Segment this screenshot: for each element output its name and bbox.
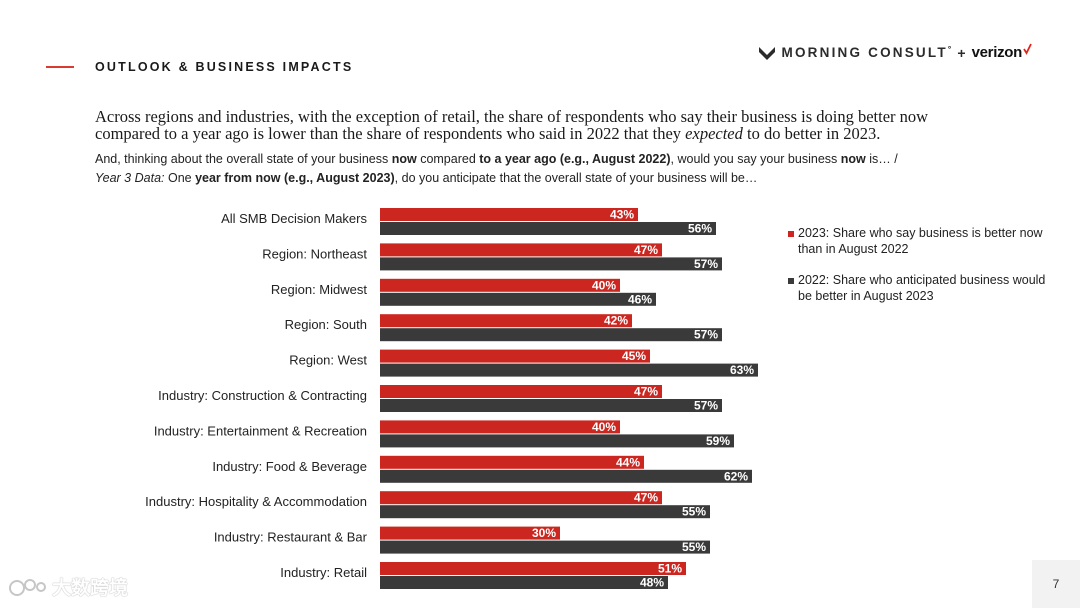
category-label: Region: Northeast	[262, 246, 367, 261]
question-text: compared	[416, 152, 480, 166]
data-label-2022: 57%	[694, 399, 718, 413]
category-label: Region: South	[285, 317, 367, 332]
data-label-2023: 47%	[634, 243, 658, 257]
category-label: Industry: Retail	[280, 565, 367, 580]
data-label-2022: 63%	[730, 363, 754, 377]
question-text: One	[164, 171, 196, 185]
legend-item-2023: 2023: Share who say business is better n…	[788, 226, 1048, 257]
partner-name: verizon	[971, 44, 1023, 61]
data-label-2022: 57%	[694, 328, 718, 342]
watermark-logo-icon	[9, 578, 46, 596]
headline: Across regions and industries, with the …	[95, 108, 995, 142]
question-bold: to a year ago (e.g., August 2022)	[479, 152, 671, 166]
category-label: Industry: Food & Beverage	[212, 459, 367, 474]
data-label-2023: 44%	[616, 455, 640, 469]
headline-text: Across regions and industries, with the …	[95, 107, 929, 143]
data-label-2023: 40%	[592, 278, 616, 292]
question-italic: Year 3 Data:	[95, 171, 165, 185]
bar-chart: All SMB Decision Makers 43% 56% Region: Nor…	[145, 208, 758, 590]
watermark: 大数跨境	[8, 573, 128, 600]
headline-text-end: to do better in 2023.	[742, 124, 881, 143]
data-label-2023: 40%	[592, 420, 616, 434]
category-label: Industry: Restaurant & Bar	[214, 530, 368, 545]
bar-2023	[380, 314, 632, 328]
brand-name: MORNING CONSULT	[781, 45, 948, 60]
survey-question: And, thinking about the overall state of…	[95, 150, 1025, 188]
bar-2023	[380, 243, 662, 257]
data-label-2023: 47%	[634, 491, 658, 505]
data-label-2022: 48%	[640, 576, 664, 590]
question-text: is… /	[865, 152, 898, 166]
bar-2023	[380, 385, 662, 398]
legend-label-2022: 2022: Share who anticipated business wou…	[798, 273, 1046, 303]
bar-2022	[380, 540, 710, 554]
bar-2022	[380, 257, 722, 271]
bar-2022	[380, 576, 668, 589]
data-label-2023: 42%	[604, 314, 628, 328]
data-label-2023: 30%	[532, 526, 556, 540]
question-bold: year from now (e.g., August 2023)	[195, 171, 395, 185]
bar-2023	[380, 278, 620, 292]
bar-2022	[380, 328, 722, 342]
bar-2023	[380, 420, 620, 434]
data-label-2022: 46%	[628, 292, 652, 306]
data-label-2022: 57%	[694, 257, 718, 271]
legend-swatch-2023	[788, 231, 794, 237]
legend-item-2022: 2022: Share who anticipated business wou…	[788, 273, 1048, 304]
accent-line	[46, 66, 74, 68]
brand-logo: MORNING CONSULT ° + verizon	[758, 43, 1032, 61]
data-label-2022: 56%	[688, 222, 712, 236]
bar-2023	[380, 562, 686, 575]
bar-2023	[380, 491, 662, 505]
data-label-2023: 47%	[634, 385, 658, 399]
bar-2022	[380, 363, 758, 377]
brand-trademark: °	[947, 43, 952, 54]
category-label: Industry: Hospitality & Accommodation	[145, 494, 367, 509]
legend-swatch-2022	[788, 278, 794, 284]
data-label-2022: 59%	[706, 434, 730, 448]
headline-emphasis: expected	[685, 124, 743, 143]
morning-consult-logo-icon	[758, 46, 775, 60]
bar-2023	[380, 208, 638, 221]
bar-2023	[380, 349, 650, 363]
bar-2022	[380, 292, 656, 306]
bar-2022	[380, 505, 710, 519]
section-title: OUTLOOK & BUSINESS IMPACTS	[95, 60, 354, 74]
question-bold: now	[840, 152, 866, 166]
bar-2022	[380, 469, 752, 483]
question-text: , would you say your business	[670, 152, 841, 166]
bar-2023	[380, 526, 560, 540]
bar-2022	[380, 222, 716, 235]
category-label: Industry: Construction & Contracting	[158, 388, 367, 403]
brand-plus: +	[957, 44, 966, 61]
category-label: Region: Midwest	[271, 282, 367, 297]
data-label-2022: 55%	[682, 540, 706, 554]
watermark-text: 大数跨境	[52, 578, 129, 599]
verizon-check-icon	[1023, 43, 1032, 55]
category-label: All SMB Decision Makers	[221, 211, 367, 226]
category-label: Region: West	[289, 353, 367, 368]
category-label: Industry: Entertainment & Recreation	[154, 423, 367, 438]
bar-2022	[380, 434, 734, 448]
question-text: And, thinking about the overall state of…	[95, 152, 392, 166]
data-label-2022: 62%	[724, 469, 748, 483]
bar-2023	[380, 455, 644, 469]
data-label-2023: 45%	[622, 349, 646, 363]
question-text: , do you anticipate that the overall sta…	[394, 171, 758, 185]
legend-label-2023: 2023: Share who say business is better n…	[798, 226, 1043, 256]
data-label-2023: 51%	[658, 562, 682, 576]
bar-2022	[380, 399, 722, 412]
chart-legend: 2023: Share who say business is better n…	[788, 226, 1048, 320]
data-label-2022: 55%	[682, 505, 706, 519]
question-bold: now	[391, 152, 417, 166]
data-label-2023: 43%	[610, 208, 634, 222]
page-number: 7	[1032, 560, 1080, 608]
